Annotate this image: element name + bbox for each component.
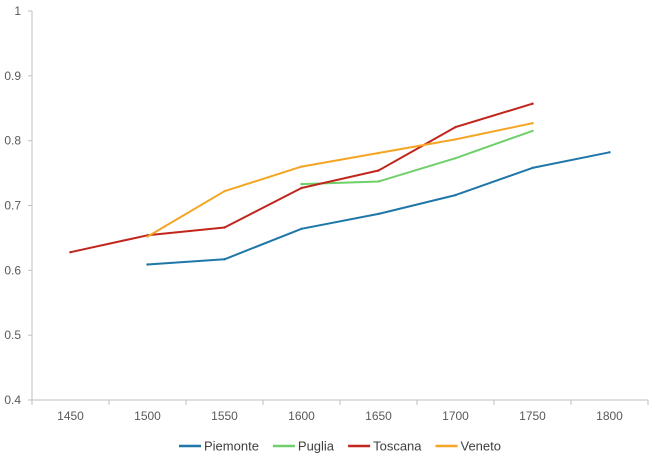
x-tick-label: 1500 [134, 409, 161, 423]
legend-label: Puglia [298, 439, 335, 454]
x-tick-label: 1800 [596, 409, 623, 423]
series-lines [69, 102, 611, 266]
data-point-veneto [300, 165, 303, 168]
x-tick-label: 1650 [365, 409, 392, 423]
series-line-puglia [300, 129, 534, 186]
legend-label: Veneto [461, 439, 502, 454]
legend-item-veneto: Veneto [435, 439, 502, 454]
data-point-piemonte [223, 258, 226, 261]
data-point-piemonte [454, 193, 457, 197]
y-tick-label: 0.7 [4, 199, 21, 213]
x-tick-label: 1750 [519, 409, 546, 423]
data-point-piemonte [146, 263, 149, 266]
y-tick-label: 1 [14, 4, 21, 18]
x-tick-label: 1550 [211, 409, 238, 423]
data-point-piemonte [608, 151, 611, 154]
legend-label: Piemonte [204, 439, 259, 454]
data-point-toscana [300, 186, 303, 190]
data-point-toscana [454, 125, 457, 129]
data-point-puglia [377, 180, 380, 183]
data-point-veneto [454, 138, 457, 141]
x-tick-label: 1450 [57, 409, 84, 423]
data-point-toscana [223, 226, 226, 229]
legend-item-puglia: Puglia [272, 439, 335, 454]
series-line-veneto [146, 122, 534, 238]
y-tick-label: 0.8 [4, 134, 21, 148]
legend: Piemonte Puglia Toscana Veneto [179, 439, 501, 454]
data-point-puglia [531, 129, 534, 133]
data-point-toscana [69, 251, 72, 254]
data-point-veneto [377, 151, 380, 155]
data-point-veneto [146, 235, 149, 238]
data-point-veneto [223, 190, 226, 193]
y-tick-label: 0.9 [4, 69, 21, 83]
data-point-piemonte [377, 212, 380, 216]
data-point-puglia [454, 157, 457, 160]
legend-item-toscana: Toscana [348, 439, 422, 454]
legend-label: Toscana [373, 439, 422, 454]
data-point-puglia [300, 182, 303, 186]
data-point-piemonte [300, 227, 303, 230]
data-point-toscana [377, 169, 380, 172]
data-point-piemonte [531, 166, 534, 170]
x-tick-label: 1600 [288, 409, 315, 423]
data-point-veneto [531, 122, 534, 125]
axes: 0.4 0.5 0.6 0.7 0.8 0.9 1 1450 1500 1550 1600 1650 1… [4, 4, 649, 423]
y-tick-label: 0.5 [4, 328, 21, 342]
data-point-toscana [531, 102, 534, 105]
series-line-piemonte [146, 151, 611, 266]
x-tick-label: 1700 [442, 409, 469, 423]
y-tick-label: 0.4 [4, 393, 21, 407]
y-tick-label: 0.6 [4, 263, 21, 277]
legend-item-piemonte: Piemonte [179, 439, 259, 454]
